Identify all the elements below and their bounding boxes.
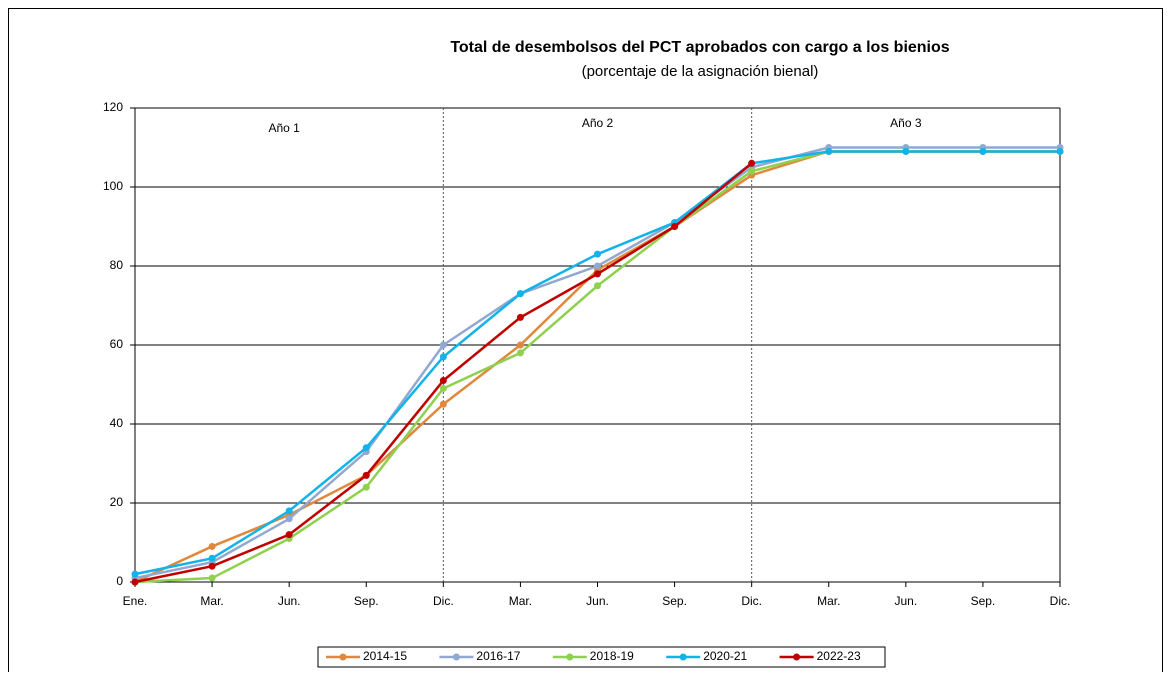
data-point xyxy=(439,341,447,349)
data-point xyxy=(516,341,524,349)
data-point xyxy=(439,400,447,408)
legend-label: 2018-19 xyxy=(590,649,634,663)
data-point xyxy=(594,262,601,270)
data-point xyxy=(516,290,524,298)
data-point xyxy=(594,250,601,258)
legend-marker xyxy=(339,653,347,661)
legend-marker xyxy=(679,653,687,661)
x-tick-label: Jun. xyxy=(586,594,609,608)
y-tick-label: 0 xyxy=(116,574,123,588)
data-point xyxy=(979,147,987,155)
data-point xyxy=(208,554,216,562)
data-point xyxy=(208,542,216,550)
x-tick-label: Ene. xyxy=(123,594,148,608)
chart-title: Total de desembolsos del PCT aprobados c… xyxy=(450,39,949,56)
legend-label: 2022-23 xyxy=(817,649,861,663)
legend-label: 2020-21 xyxy=(703,649,747,663)
data-point xyxy=(594,270,601,278)
year-label: Año 3 xyxy=(890,116,922,130)
year-label: Año 2 xyxy=(582,116,614,130)
x-tick-label: Dic. xyxy=(741,594,762,608)
data-point xyxy=(825,147,833,155)
year-label: Año 1 xyxy=(268,121,300,135)
data-point xyxy=(362,471,370,479)
x-tick-label: Jun. xyxy=(894,594,917,608)
x-tick-label: Mar. xyxy=(200,594,223,608)
data-point xyxy=(285,531,293,539)
frame xyxy=(8,8,1163,677)
data-point xyxy=(671,223,679,230)
chart-subtitle: (porcentaje de la asignación bienal) xyxy=(582,63,819,80)
legend-marker xyxy=(793,653,801,661)
x-tick-label: Sep. xyxy=(971,594,996,608)
x-tick-label: Mar. xyxy=(509,594,532,608)
data-point xyxy=(439,353,447,361)
data-point xyxy=(285,515,293,523)
data-point xyxy=(439,384,447,392)
data-point xyxy=(362,483,370,491)
data-point xyxy=(516,313,524,321)
data-point xyxy=(131,578,139,586)
y-tick-label: 40 xyxy=(110,416,124,430)
data-point xyxy=(516,349,524,357)
data-point xyxy=(208,574,216,582)
data-point xyxy=(748,159,756,167)
y-tick-label: 80 xyxy=(110,258,124,272)
data-point xyxy=(748,167,756,175)
x-tick-label: Jun. xyxy=(278,594,301,608)
series-line xyxy=(134,150,1060,576)
legend-marker xyxy=(452,653,460,661)
series-line xyxy=(134,150,1060,584)
series-line xyxy=(134,146,1060,580)
legend-label: 2014-15 xyxy=(363,649,407,663)
data-point xyxy=(285,507,293,515)
x-tick-label: Dic. xyxy=(433,594,454,608)
data-point xyxy=(362,444,370,452)
y-tick-label: 120 xyxy=(103,100,123,114)
series-line xyxy=(134,150,1060,584)
y-tick-label: 20 xyxy=(110,495,124,509)
legend-box xyxy=(317,646,886,668)
data-point xyxy=(131,570,139,578)
data-point xyxy=(902,147,910,155)
data-point xyxy=(208,562,216,570)
data-point xyxy=(439,377,447,385)
x-tick-label: Dic. xyxy=(1050,594,1071,608)
legend-marker xyxy=(566,653,574,661)
y-tick-label: 100 xyxy=(103,179,123,193)
data-point xyxy=(594,282,601,290)
legend-label: 2016-17 xyxy=(476,649,520,663)
x-tick-label: Mar. xyxy=(817,594,840,608)
data-point xyxy=(1056,147,1064,155)
x-tick-label: Sep. xyxy=(662,594,687,608)
x-tick-label: Sep. xyxy=(354,594,379,608)
y-tick-label: 60 xyxy=(110,337,124,351)
